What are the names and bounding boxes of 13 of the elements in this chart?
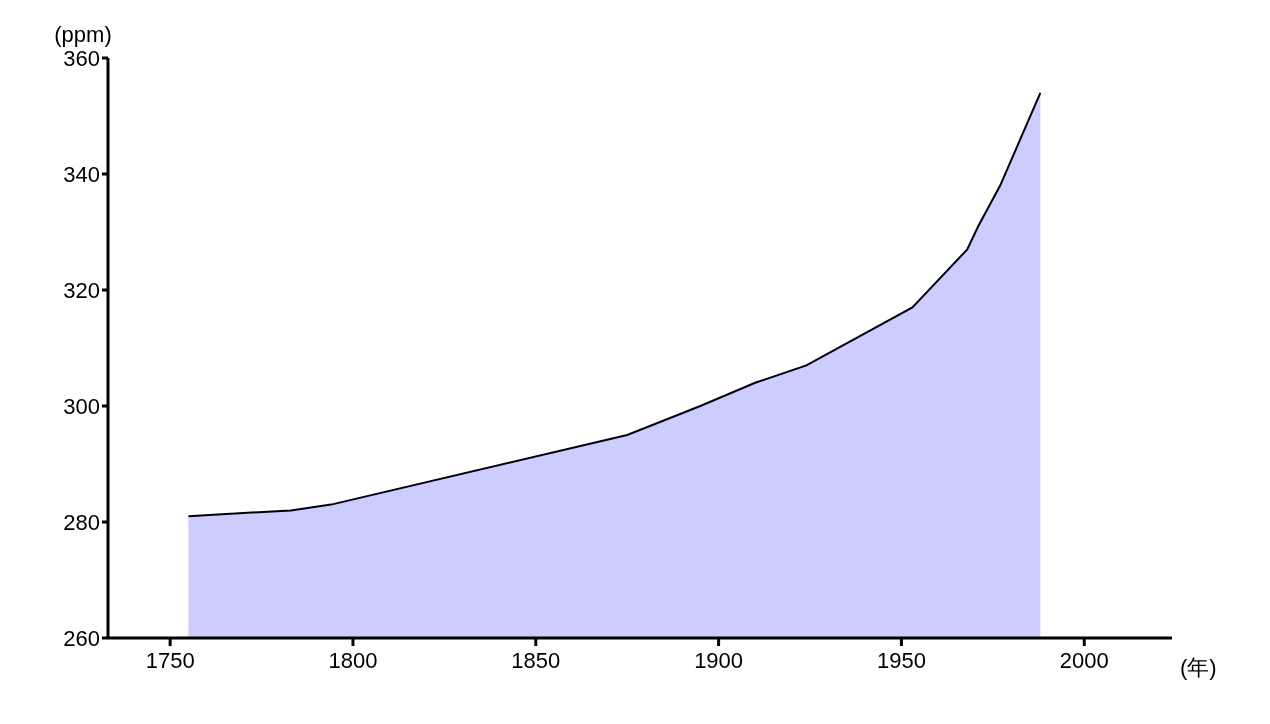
- y-tick-label: 300: [63, 393, 100, 419]
- x-tick-label: 1900: [694, 647, 744, 673]
- x-tick-label: 1950: [876, 647, 926, 673]
- x-axis-title: (年): [1180, 654, 1217, 680]
- x-tick-label: 1850: [511, 647, 561, 673]
- y-axis-title: (ppm): [54, 22, 112, 47]
- x-tick-label: 2000: [1059, 647, 1109, 673]
- y-tick-label: 340: [63, 161, 100, 187]
- x-tick-label: 1800: [328, 647, 378, 673]
- y-tick-label: 280: [63, 509, 100, 535]
- y-tick-label: 260: [63, 625, 100, 651]
- y-tick-label: 320: [63, 277, 100, 303]
- x-tick-label: 1750: [145, 647, 195, 673]
